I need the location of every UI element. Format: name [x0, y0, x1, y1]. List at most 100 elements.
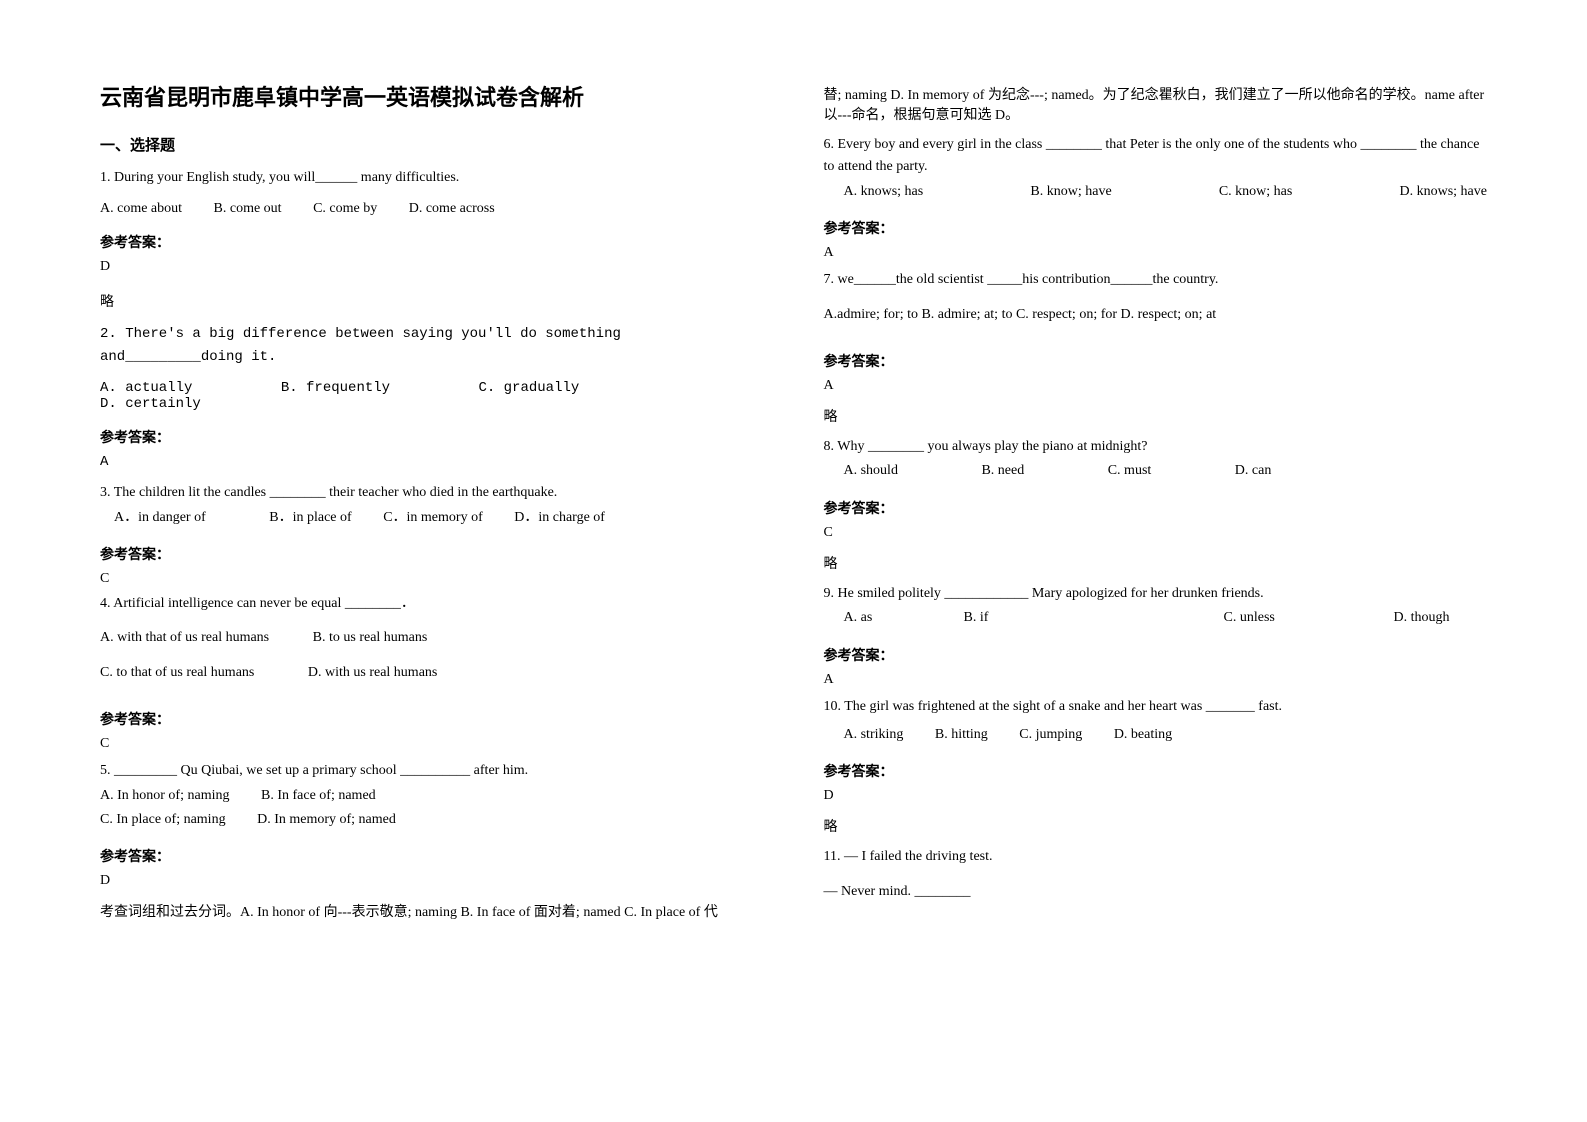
q4-ans-label: 参考答案：: [100, 709, 764, 729]
q2-options: A. actually B. frequently C. gradually D…: [100, 380, 764, 412]
q5-note: 考查词组和过去分词。A. In honor of 向---表示敬意; namin…: [100, 901, 764, 921]
right-column: 替; naming D. In memory of 为纪念---; named。…: [824, 80, 1488, 1042]
q6-options: A. knows; has B. know; have C. know; has…: [844, 181, 1488, 203]
q8-opt-a: A. should: [844, 460, 898, 482]
q9-opt-a: A. as: [844, 607, 964, 629]
question-7: 7. we______the old scientist _____his co…: [824, 269, 1488, 338]
q8-ans: C: [824, 525, 1488, 541]
q2-ans-label: 参考答案：: [100, 427, 764, 447]
q9-opt-d: D. though: [1394, 607, 1450, 629]
q5-opt-b: B. In face of; named: [261, 785, 376, 807]
q3-options: A．in danger of B．in place of C．in memory…: [114, 507, 764, 529]
q11-line1: 11. — I failed the driving test.: [824, 846, 1488, 868]
q11-line2: — Never mind. ________: [824, 881, 1488, 903]
question-4: 4. Artificial intelligence can never be …: [100, 593, 764, 696]
q9-text: 9. He smiled politely ____________ Mary …: [824, 583, 1488, 605]
q5-options-row1: A. In honor of; naming B. In face of; na…: [100, 785, 764, 807]
q3-opt-d: D．in charge of: [514, 507, 605, 529]
q10-note: 略: [824, 816, 1488, 836]
question-1: 1. During your English study, you will__…: [100, 167, 764, 191]
q7-ans: A: [824, 378, 1488, 394]
question-3: 3. The children lit the candles ________…: [100, 482, 764, 531]
q5-text: 5. _________ Qu Qiubai, we set up a prim…: [100, 760, 764, 782]
question-6: 6. Every boy and every girl in the class…: [824, 134, 1488, 205]
question-2: 2. There's a big difference between sayi…: [100, 323, 764, 370]
q1-opt-d: D. come across: [409, 201, 495, 217]
q4-text: 4. Artificial intelligence can never be …: [100, 593, 764, 615]
q3-opt-a: A．in danger of: [114, 507, 206, 529]
q10-ans-label: 参考答案：: [824, 761, 1488, 781]
q5-opt-a: A. In honor of; naming: [100, 785, 229, 807]
q4-ans: C: [100, 736, 764, 752]
q9-ans: A: [824, 672, 1488, 688]
q2-opt-b: B. frequently: [281, 380, 390, 396]
q4-opt-b: B. to us real humans: [313, 627, 428, 649]
q10-opt-a: A. striking: [844, 724, 904, 746]
q2-opt-c: C. gradually: [478, 380, 579, 396]
q10-opt-c: C. jumping: [1019, 724, 1082, 746]
q6-text: 6. Every boy and every girl in the class…: [824, 134, 1488, 179]
q5-ans: D: [100, 873, 764, 889]
question-9: 9. He smiled politely ____________ Mary …: [824, 583, 1488, 632]
q2-text: 2. There's a big difference between sayi…: [100, 323, 764, 368]
q5-options-row2: C. In place of; naming D. In memory of; …: [100, 809, 764, 831]
q7-options: A.admire; for; to B. admire; at; to C. r…: [824, 304, 1488, 326]
q2-opt-a: A. actually: [100, 380, 192, 396]
q5-cont: 替; naming D. In memory of 为纪念---; named。…: [824, 84, 1488, 124]
question-10: 10. The girl was frightened at the sight…: [824, 696, 1488, 749]
q9-opt-b: B. if: [964, 607, 1224, 629]
q9-ans-label: 参考答案：: [824, 645, 1488, 665]
q9-options: A. as B. if C. unless D. though: [844, 607, 1488, 629]
q10-opt-b: B. hitting: [935, 724, 988, 746]
doc-title: 云南省昆明市鹿阜镇中学高一英语模拟试卷含解析: [100, 80, 764, 112]
q10-options: A. striking B. hitting C. jumping D. bea…: [844, 724, 1488, 746]
q6-opt-d: D. knows; have: [1399, 181, 1487, 203]
q1-ans-label: 参考答案：: [100, 232, 764, 252]
q5-opt-c: C. In place of; naming: [100, 809, 226, 831]
q8-ans-label: 参考答案：: [824, 498, 1488, 518]
q7-note: 略: [824, 406, 1488, 426]
q1-note: 略: [100, 291, 764, 311]
q4-opt-a: A. with that of us real humans: [100, 627, 269, 649]
section-header: 一、选择题: [100, 134, 764, 155]
q10-opt-d: D. beating: [1114, 724, 1172, 746]
q6-opt-b: B. know; have: [1030, 181, 1111, 203]
q7-ans-label: 参考答案：: [824, 351, 1488, 371]
q5-opt-d: D. In memory of; named: [257, 809, 396, 831]
q2-opt-d: D. certainly: [100, 396, 201, 412]
q3-ans-label: 参考答案：: [100, 544, 764, 564]
q3-opt-b: B．in place of: [269, 507, 351, 529]
q4-opt-c: C. to that of us real humans: [100, 662, 254, 684]
q8-opt-d: D. can: [1235, 460, 1272, 482]
q1-opt-a: A. come about: [100, 201, 182, 217]
question-11: 11. — I failed the driving test. — Never…: [824, 846, 1488, 905]
q6-opt-a: A. knows; has: [844, 181, 924, 203]
q8-options: A. should B. need C. must D. can: [844, 460, 1488, 482]
q4-opt-d: D. with us real humans: [308, 662, 437, 684]
question-8: 8. Why ________ you always play the pian…: [824, 436, 1488, 485]
q1-opt-c: C. come by: [313, 201, 377, 217]
q1-text: 1. During your English study, you will__…: [100, 167, 764, 189]
q9-opt-c: C. unless: [1224, 607, 1394, 629]
q1-options: A. come about B. come out C. come by D. …: [100, 201, 764, 217]
q4-options-row2: C. to that of us real humans D. with us …: [100, 662, 764, 684]
q10-ans: D: [824, 788, 1488, 804]
q6-opt-c: C. know; has: [1219, 181, 1293, 203]
q3-text: 3. The children lit the candles ________…: [100, 482, 764, 504]
q10-text: 10. The girl was frightened at the sight…: [824, 696, 1488, 718]
q1-opt-b: B. come out: [214, 201, 282, 217]
q3-ans: C: [100, 571, 764, 587]
left-column: 云南省昆明市鹿阜镇中学高一英语模拟试卷含解析 一、选择题 1. During y…: [100, 80, 764, 1042]
q4-options-row1: A. with that of us real humans B. to us …: [100, 627, 764, 649]
q2-ans: A: [100, 454, 764, 470]
q8-opt-b: B. need: [981, 460, 1024, 482]
question-5: 5. _________ Qu Qiubai, we set up a prim…: [100, 760, 764, 833]
q5-ans-label: 参考答案：: [100, 846, 764, 866]
q6-ans: A: [824, 245, 1488, 261]
q8-opt-c: C. must: [1108, 460, 1152, 482]
q1-ans: D: [100, 259, 764, 275]
q8-note: 略: [824, 553, 1488, 573]
q6-ans-label: 参考答案：: [824, 218, 1488, 238]
q8-text: 8. Why ________ you always play the pian…: [824, 436, 1488, 458]
q7-text: 7. we______the old scientist _____his co…: [824, 269, 1488, 291]
